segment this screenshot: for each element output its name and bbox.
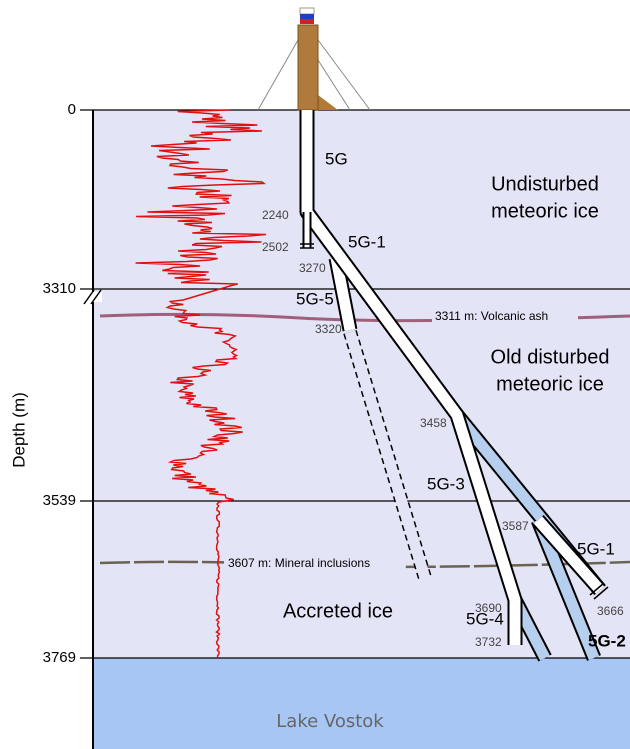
depth-mark: 3587 <box>502 519 529 533</box>
depth-tick: 3539 <box>43 492 76 509</box>
borehole-label: 5G-1 <box>348 232 386 251</box>
axis-label: Depth (m) <box>9 392 28 468</box>
lake-label: Lake Vostok <box>276 711 384 732</box>
depth-tick: 3769 <box>43 649 76 666</box>
depth-tick: 0 <box>68 101 76 118</box>
drill-tower <box>258 8 370 110</box>
zone-label: Old disturbed <box>491 346 610 368</box>
depth-tick: 3310 <box>43 280 76 297</box>
lake-background <box>93 658 630 749</box>
diagram: 0 3310 3539 3769 Depth (m) Undisturbed m… <box>0 0 630 749</box>
depth-mark: 3270 <box>299 261 326 275</box>
depth-mark: 3458 <box>420 416 447 430</box>
depth-mark: 3320 <box>315 322 342 336</box>
borehole-label: 5G-3 <box>427 474 465 493</box>
depth-mark: 2240 <box>262 208 289 222</box>
zone-label: meteoric ice <box>496 373 604 395</box>
depth-mark: 3732 <box>475 635 502 649</box>
zone-label: meteoric ice <box>491 200 599 222</box>
layer-label: 3607 m: Mineral inclusions <box>228 556 370 570</box>
depth-mark: 3690 <box>475 601 502 615</box>
borehole-label: 5G <box>325 149 348 168</box>
borehole-label: 5G-5 <box>296 289 334 308</box>
borehole-label: 5G-2 <box>588 631 626 650</box>
layer-label: 3311 m: Volcanic ash <box>435 309 548 323</box>
borehole-label: 5G-1 <box>577 539 615 558</box>
depth-mark: 2502 <box>262 240 289 254</box>
depth-mark: 3666 <box>597 604 624 618</box>
zone-label: Undisturbed <box>491 173 599 195</box>
zone-label: Accreted ice <box>283 600 393 622</box>
